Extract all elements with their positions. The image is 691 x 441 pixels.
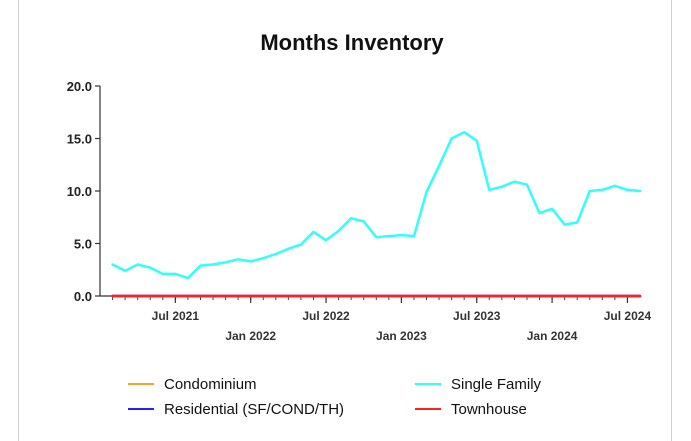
y-tick-label: 10.0	[67, 184, 92, 199]
series-line-single-family	[111, 130, 642, 280]
x-tick-label: Jul 2023	[453, 309, 501, 323]
x-tick-label: Jan 2022	[225, 329, 276, 343]
x-tick-label: Jul 2021	[152, 309, 200, 323]
y-axis: 0.0 5.0 10.0 15.0 20.0	[67, 79, 101, 304]
x-tick-label: Jan 2024	[527, 329, 578, 343]
chart-legend: Condominium Single Family Residential (SF/…	[128, 376, 542, 418]
x-tick-label: Jul 2024	[604, 309, 652, 323]
legend-label: Single Family	[451, 376, 542, 393]
y-tick-label: 0.0	[74, 289, 92, 304]
y-tick-label: 20.0	[67, 79, 92, 94]
y-tick-label: 5.0	[74, 237, 92, 252]
x-tick-label: Jul 2022	[302, 309, 350, 323]
legend-label: Townhouse	[451, 401, 527, 418]
legend-label: Residential (SF/COND/TH)	[164, 401, 344, 418]
x-axis: Jul 2021 Jan 2022 Jul 2022 Jan 2023 Jul 2023…	[100, 295, 652, 343]
chart-title: Months Inventory	[260, 30, 444, 55]
x-tick-label: Jan 2023	[376, 329, 427, 343]
legend-label: Condominium	[164, 376, 257, 393]
plot-lines	[111, 130, 642, 298]
y-tick-label: 15.0	[67, 132, 92, 147]
